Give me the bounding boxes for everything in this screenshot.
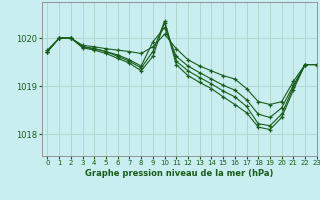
X-axis label: Graphe pression niveau de la mer (hPa): Graphe pression niveau de la mer (hPa) (85, 169, 273, 178)
